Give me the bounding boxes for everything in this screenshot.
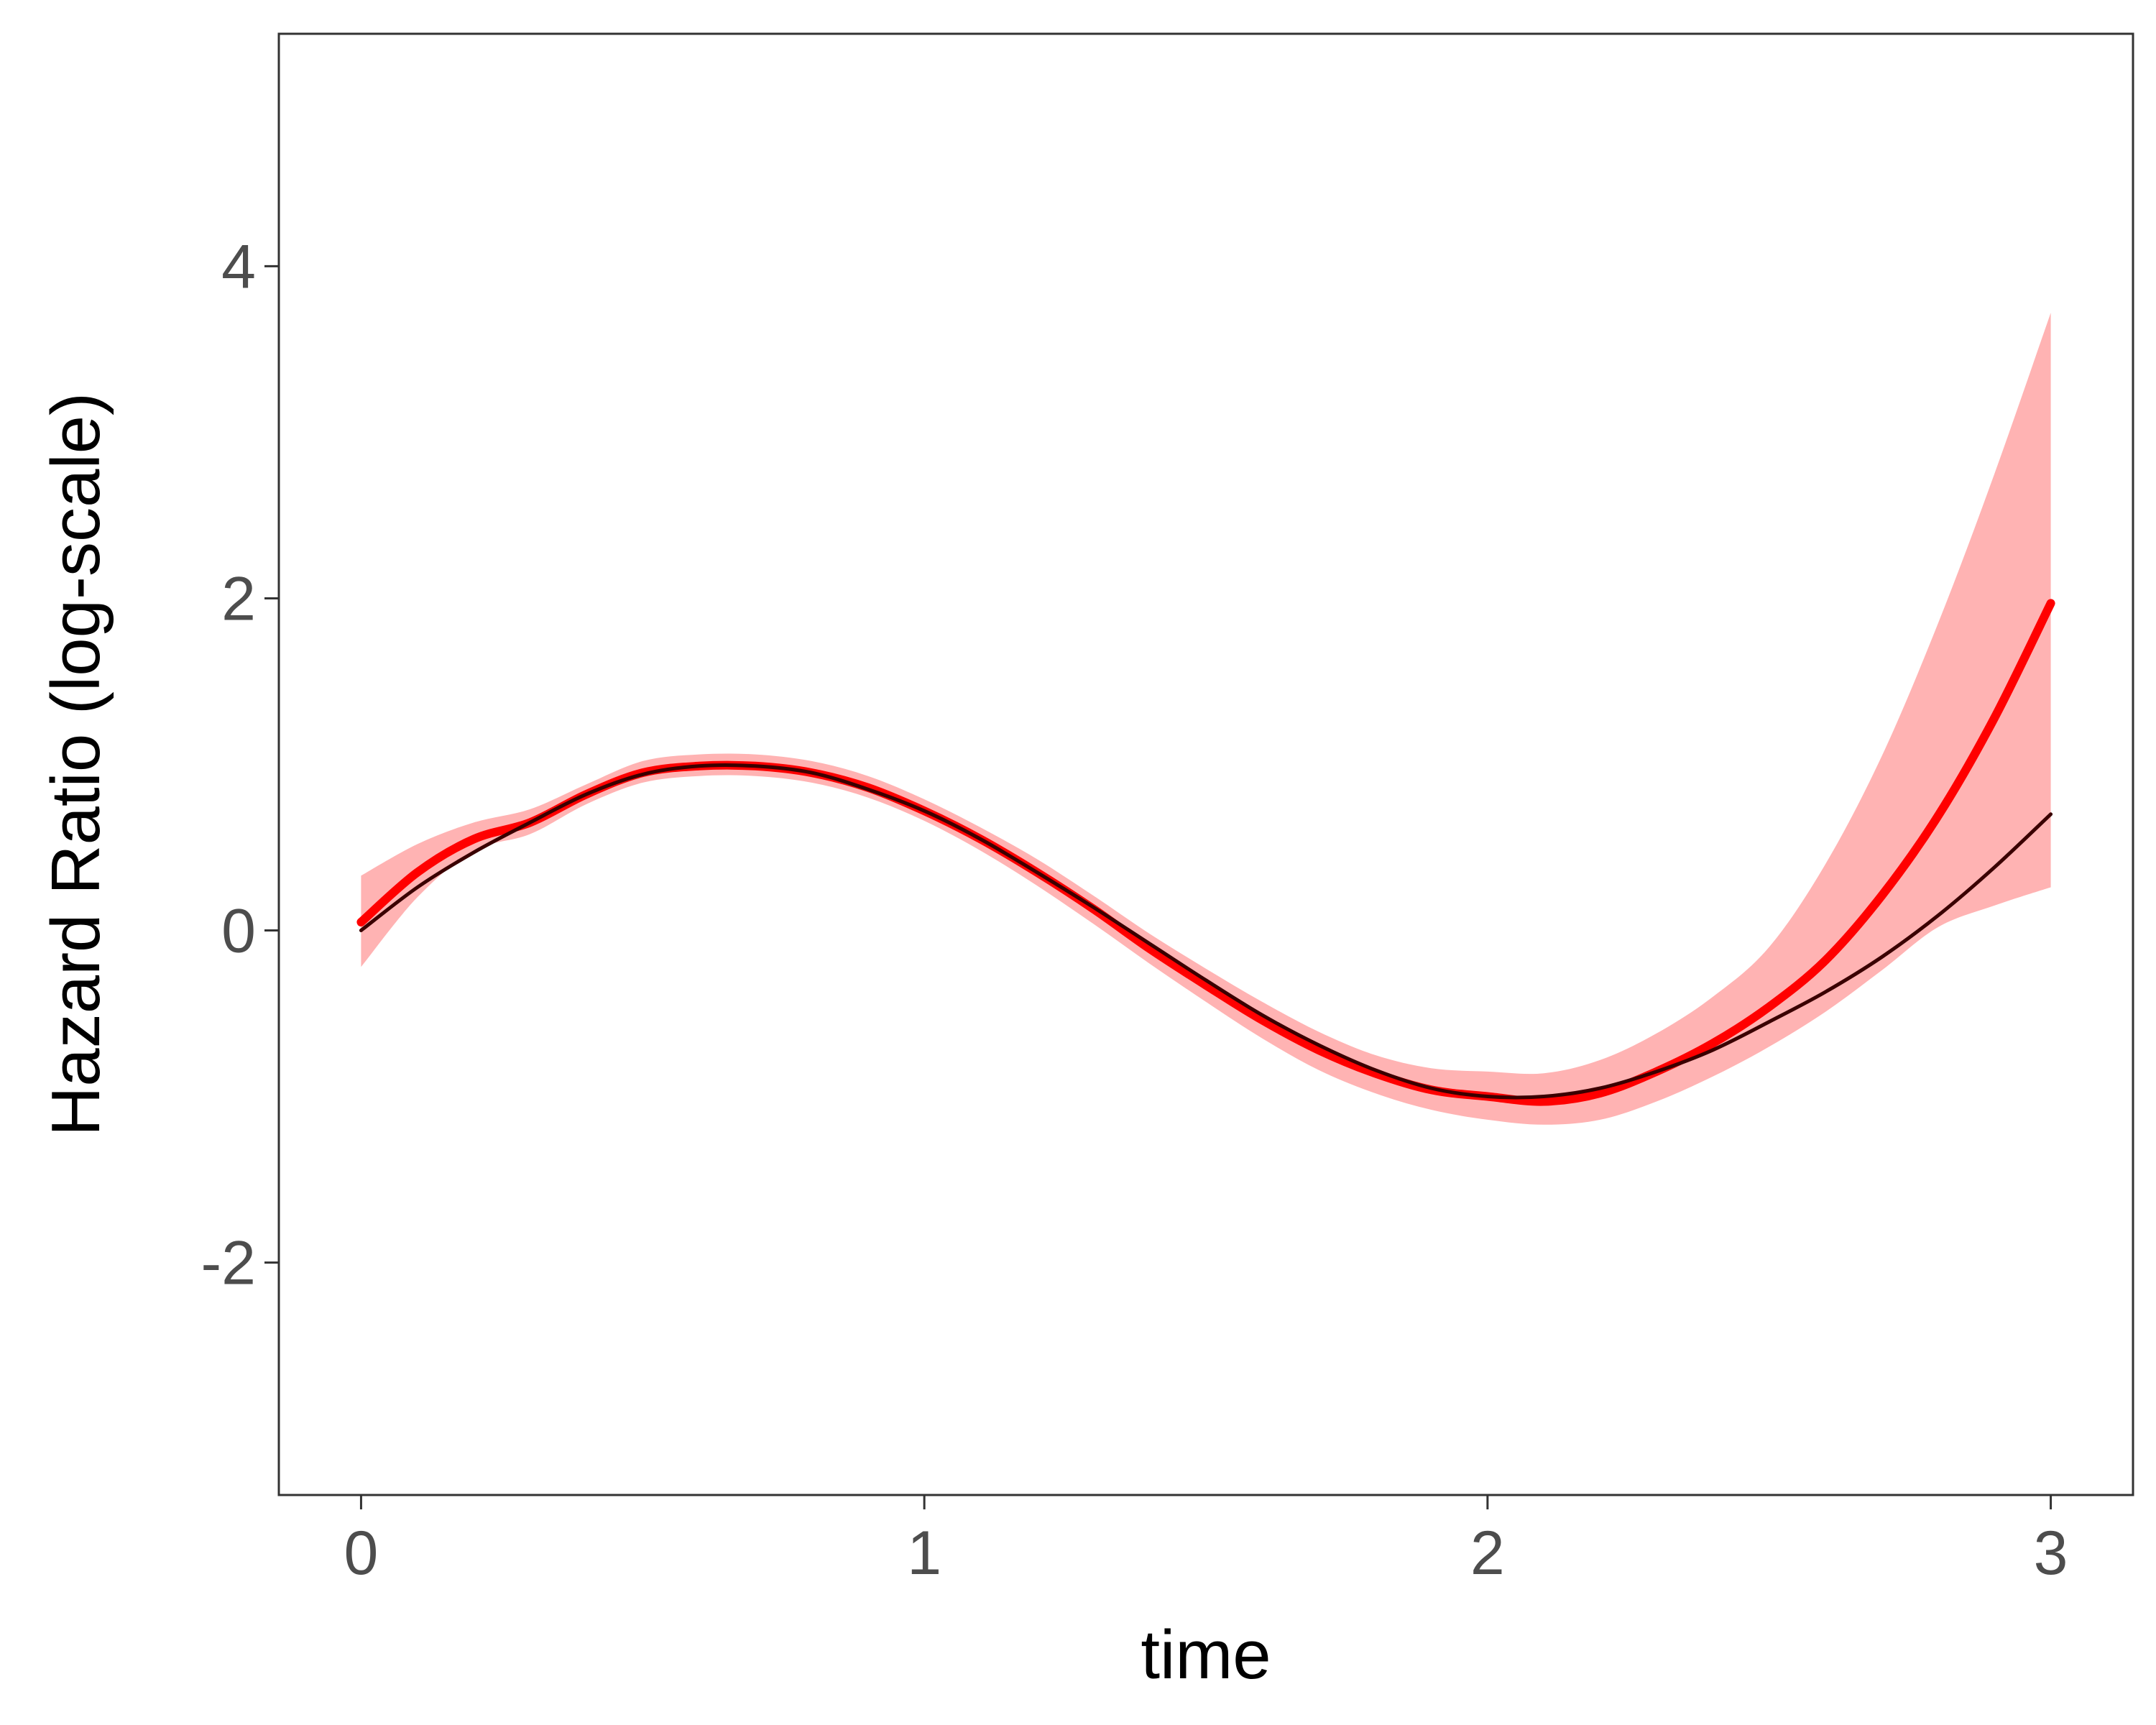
x-tick-label: 1	[907, 1519, 941, 1588]
y-tick-label: 4	[221, 232, 256, 301]
y-axis-title: Hazard Ratio (log-scale)	[37, 392, 114, 1136]
y-tick-label: -2	[201, 1229, 256, 1298]
x-tick-label: 3	[2034, 1519, 2068, 1588]
y-axis: -2 0 2 4	[201, 232, 279, 1298]
x-tick-label: 0	[344, 1519, 379, 1588]
y-tick-label: 2	[221, 564, 256, 633]
y-tick-label: 0	[221, 897, 256, 966]
x-axis: 0 1 2 3	[344, 1495, 2068, 1588]
series-line-1	[359, 763, 2053, 1100]
plot-panel	[277, 32, 2134, 1496]
x-tick-label: 2	[1470, 1519, 1505, 1588]
x-axis-title: time	[1141, 1616, 1271, 1693]
series-lines	[356, 599, 2055, 1106]
